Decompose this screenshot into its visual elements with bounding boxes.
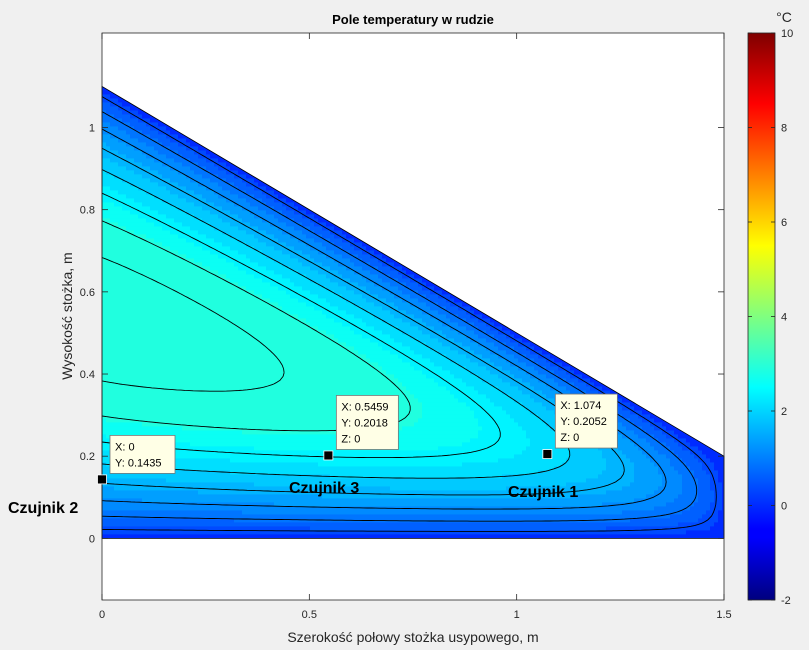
x-tick-label: 0.5	[302, 609, 317, 621]
x-tick-label: 0	[99, 609, 105, 621]
contour-line	[102, 128, 667, 510]
sensor-label-2: Czujnik 2	[8, 500, 78, 517]
y-tick-label: 0.4	[80, 369, 95, 381]
y-tick-label: 0.6	[80, 287, 95, 299]
sensor-label-3: Czujnik 3	[289, 480, 359, 497]
colorbar-tick-label: -2	[781, 595, 791, 607]
datatip-text: X: 1.074	[560, 400, 601, 412]
colorbar-tick-label: 0	[781, 501, 787, 513]
y-axis-label: Wysokość stożka, m	[59, 252, 75, 379]
datatip-text: X: 0.5459	[341, 401, 388, 413]
y-axis-ticks: 0 0.2 0.4 0.6 0.8 1	[80, 123, 724, 545]
contour-line	[102, 96, 717, 532]
datatip-marker[interactable]	[542, 449, 553, 459]
colorbar[interactable]	[747, 32, 776, 601]
datatip-text: Y: 0.2018	[341, 417, 388, 429]
datatip-marker[interactable]	[97, 474, 107, 485]
datatip-marker[interactable]	[323, 450, 334, 461]
contour-line	[102, 257, 285, 392]
colorbar-unit: °C	[776, 9, 792, 25]
datatip-text: Y: 0.2052	[560, 416, 607, 428]
datatip-text: Z: 0	[560, 432, 579, 444]
sensor-label-1: Czujnik 1	[508, 484, 578, 501]
datatip[interactable]: X: 0 Y: 0.1435	[97, 435, 176, 485]
y-tick-label: 0.8	[80, 205, 95, 217]
datatip-box	[554, 393, 618, 449]
contour-lines	[102, 96, 717, 532]
colorbar-tick-label: 4	[781, 312, 787, 324]
colorbar-tick-label: 6	[781, 217, 787, 229]
x-axis-ticks: 0 0.5 1 1.5	[99, 33, 732, 621]
y-tick-label: 0	[89, 533, 95, 545]
datatip-text: X: 0	[115, 441, 135, 453]
contour-line	[102, 111, 698, 522]
axes-frame	[101, 32, 725, 601]
datatip[interactable]: X: 0.5459 Y: 0.2018 Z: 0	[323, 395, 399, 461]
chart-title: Pole temperatury w rudzie	[332, 12, 494, 27]
y-tick-label: 0.2	[80, 451, 95, 463]
x-axis-label: Szerokość połowy stożka usypowego, m	[287, 629, 538, 645]
datatip-text: Y: 0.1435	[115, 457, 162, 469]
y-tick-label: 1	[89, 123, 95, 135]
datatip[interactable]: X: 1.074 Y: 0.2052 Z: 0	[542, 393, 618, 459]
colorbar-ticks: -2 0 2 4 6 8 10	[748, 28, 793, 607]
colorbar-tick-label: 8	[781, 123, 787, 135]
colorbar-tick-label: 10	[781, 28, 793, 40]
x-tick-label: 1	[514, 609, 520, 621]
axes-box	[101, 32, 725, 601]
datatip-text: Z: 0	[341, 433, 360, 445]
datatip-box	[335, 395, 399, 450]
datatip-box	[109, 435, 176, 474]
colorbar-tick-label: 2	[781, 406, 787, 418]
x-tick-label: 1.5	[716, 609, 731, 621]
